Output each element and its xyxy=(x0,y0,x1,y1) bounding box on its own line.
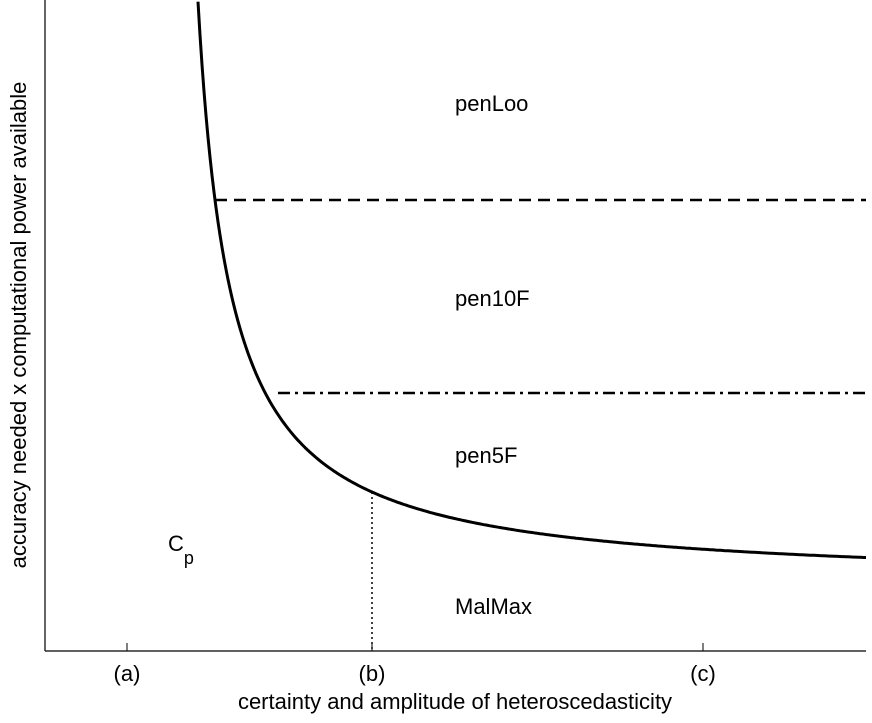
y-axis-label: accuracy needed x computational power av… xyxy=(6,82,31,569)
region-label: penLoo xyxy=(455,91,528,116)
x-tick-label: (a) xyxy=(114,661,141,686)
region-label: pen10F xyxy=(455,286,530,311)
boundary-curve xyxy=(196,1,866,559)
region-label: Cp xyxy=(168,531,194,568)
region-label-subscript: p xyxy=(184,548,194,568)
region-label-main: C xyxy=(168,531,184,556)
x-tick-label: (b) xyxy=(359,661,386,686)
x-tick-label: (c) xyxy=(690,661,716,686)
region-label: pen5F xyxy=(455,443,517,468)
x-axis-label: certainty and amplitude of heteroscedast… xyxy=(238,689,672,714)
region-label: MalMax xyxy=(455,594,532,619)
